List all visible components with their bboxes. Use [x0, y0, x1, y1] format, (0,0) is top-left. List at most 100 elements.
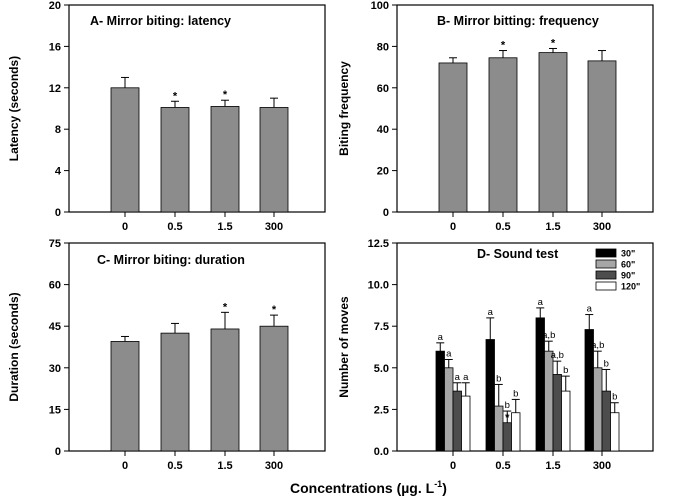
- significance-label: *: [223, 301, 228, 313]
- bar: [210, 106, 240, 213]
- x-tick-label: 0.5: [167, 221, 182, 233]
- y-tick-label: 60: [49, 280, 61, 292]
- panel-title: B- Mirror bitting: frequency: [437, 14, 599, 28]
- legend-label: 30": [621, 249, 635, 259]
- x-tick-label: 1.5: [545, 460, 560, 472]
- y-tick-label: 15: [49, 404, 61, 416]
- bar: [544, 350, 554, 452]
- significance-label: *: [223, 89, 228, 101]
- x-tick-label: 0.5: [495, 460, 510, 472]
- group-letter-label: a: [455, 372, 461, 383]
- y-axis-label: Duration (seconds): [7, 292, 21, 401]
- legend-label: 60": [621, 260, 635, 270]
- group-letter-label: b: [612, 392, 617, 403]
- y-tick-label: 8: [55, 124, 61, 136]
- chart-panel-2: B- Mirror bitting: frequency 0 20 40 60 80 100…: [337, 0, 654, 233]
- bar: [110, 341, 140, 452]
- group-letter-label: b: [505, 400, 510, 411]
- significance-label: *: [501, 40, 506, 52]
- group-letter-label: a: [446, 348, 452, 359]
- group-letter-label: a,b: [542, 330, 555, 341]
- group-letter-label: a: [438, 332, 444, 343]
- x-tick-label: 0: [450, 460, 456, 472]
- y-tick-label: 10.0: [368, 280, 389, 292]
- plot-frame: [396, 4, 654, 213]
- y-tick-label: 40: [377, 124, 389, 136]
- significance-label: *: [173, 90, 178, 102]
- x-axis-label: Concentrations (µg. L-1): [290, 479, 447, 496]
- bar: [511, 412, 521, 452]
- y-tick-label: 2.5: [374, 404, 389, 416]
- bar: [488, 57, 518, 213]
- y-tick-label: 80: [377, 41, 389, 53]
- group-letter-label: a: [488, 307, 494, 318]
- bar: [593, 367, 603, 452]
- chart-panel-1: A- Mirror biting: latency 0 4 8 12 16 20 Latenc…: [7, 0, 326, 233]
- bar: [452, 390, 462, 452]
- x-tick-label: 300: [593, 221, 611, 233]
- group-letter-label: a: [587, 304, 593, 315]
- y-tick-label: 60: [377, 83, 389, 95]
- bar: [444, 367, 454, 452]
- y-tick-label: 5.0: [374, 363, 389, 375]
- x-tick-label: 0: [450, 221, 456, 233]
- bar: [494, 405, 504, 452]
- y-tick-label: 100: [371, 0, 389, 12]
- significance-label: *: [505, 412, 510, 424]
- bar: [552, 374, 562, 452]
- legend-label: 90": [621, 271, 635, 281]
- y-tick-label: 12: [49, 83, 61, 95]
- bar: [210, 328, 240, 452]
- y-tick-label: 0: [55, 207, 61, 219]
- bar: [502, 422, 512, 452]
- x-tick-label: 0: [122, 460, 128, 472]
- bar: [485, 339, 495, 452]
- x-tick-label: 1.5: [545, 221, 560, 233]
- y-axis-label: Number of moves: [337, 296, 351, 398]
- bar: [110, 87, 140, 213]
- bar: [610, 412, 620, 452]
- y-tick-label: 0: [383, 207, 389, 219]
- panel-title: D- Sound test: [477, 247, 559, 261]
- bar: [587, 60, 617, 213]
- bar: [561, 390, 571, 452]
- y-tick-label: 45: [49, 321, 61, 333]
- x-tick-label: 300: [265, 221, 283, 233]
- legend-swatch: [595, 248, 617, 258]
- x-tick-label: 1.5: [217, 460, 232, 472]
- y-tick-label: 4: [55, 166, 62, 178]
- chart-panel-4: D- Sound test 0.0 2.5 5.0 7.5 10.0 12.5 Number …: [337, 238, 654, 472]
- legend: 30"60"90"120": [595, 248, 640, 292]
- panel-title: A- Mirror biting: latency: [90, 14, 231, 28]
- bar: [160, 332, 190, 452]
- group-letter-label: a: [538, 297, 544, 308]
- y-tick-label: 20: [49, 0, 61, 12]
- group-letter-label: a,b: [591, 340, 604, 351]
- legend-label: 120": [621, 282, 640, 292]
- y-tick-label: 20: [377, 166, 389, 178]
- y-tick-label: 16: [49, 41, 61, 53]
- y-tick-label: 0: [55, 446, 61, 458]
- bar: [160, 107, 190, 213]
- bar: [438, 62, 468, 213]
- group-letter-label: b: [563, 365, 568, 376]
- x-tick-label: 0.5: [495, 221, 510, 233]
- bar: [601, 390, 611, 452]
- plot-frame: [68, 4, 326, 213]
- x-tick-label: 300: [265, 460, 283, 472]
- x-tick-label: 1.5: [217, 221, 232, 233]
- group-letter-label: b: [496, 373, 501, 384]
- chart-panel-3: C- Mirror biting: duration 0 15 30 45 60 75 Dur…: [7, 238, 326, 472]
- bar: [461, 395, 471, 452]
- bar: [259, 325, 289, 452]
- plot-frame: [68, 242, 326, 452]
- bar: [538, 52, 568, 213]
- group-letter-label: a: [463, 372, 469, 383]
- x-tick-label: 0.5: [167, 460, 182, 472]
- significance-label: *: [272, 304, 277, 316]
- y-tick-label: 12.5: [368, 238, 389, 250]
- y-tick-label: 75: [49, 238, 61, 250]
- legend-swatch: [595, 281, 617, 291]
- group-letter-label: b: [604, 358, 609, 369]
